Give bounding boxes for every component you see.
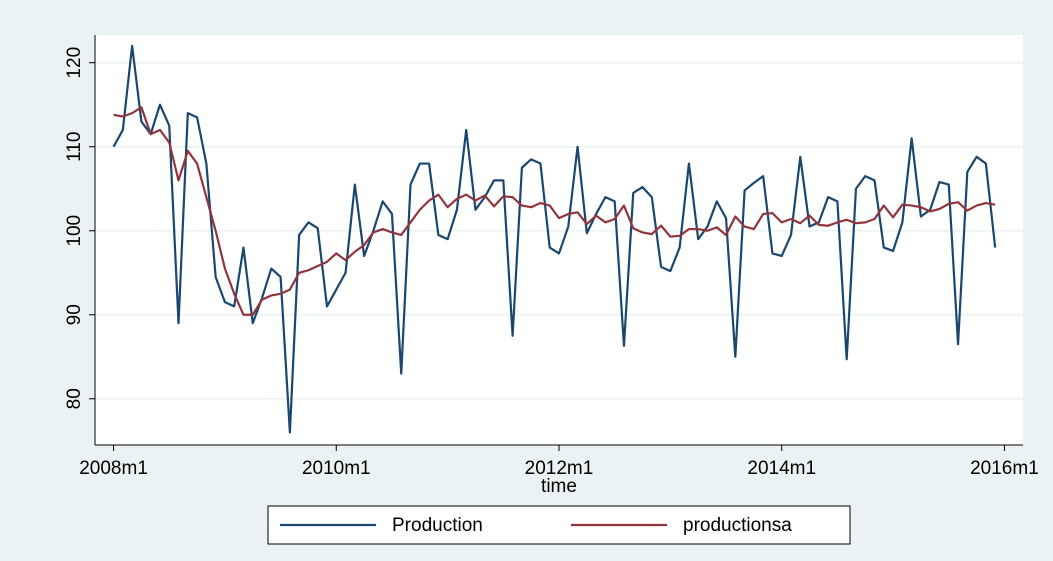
- series-line: [113, 106, 996, 316]
- x-tick-label: 2008m1: [79, 458, 148, 479]
- y-tick-label: 100: [64, 215, 85, 247]
- x-tick-label: 2012m1: [525, 458, 594, 479]
- legend-label: Production: [392, 515, 483, 536]
- y-tick-label: 90: [64, 304, 85, 325]
- plot-area: [95, 35, 1023, 445]
- y-tick-label: 80: [64, 388, 85, 409]
- x-tick-label: 2016m1: [970, 458, 1039, 479]
- y-tick-label: 110: [64, 132, 85, 162]
- y-tick-label: 120: [64, 47, 85, 79]
- legend-label: productionsa: [683, 515, 792, 536]
- legend: Production productionsa: [267, 505, 851, 545]
- x-tick-label: 2014m1: [747, 458, 816, 479]
- x-axis-label: time: [541, 476, 577, 497]
- x-tick-label: 2010m1: [302, 458, 371, 479]
